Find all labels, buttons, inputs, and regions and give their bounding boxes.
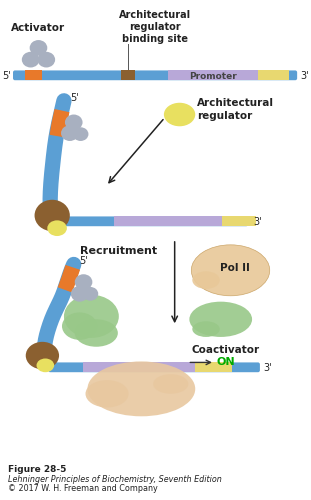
Ellipse shape [36, 358, 54, 372]
Ellipse shape [65, 114, 82, 130]
Text: 5': 5' [70, 93, 79, 103]
Text: Architectural
regulator
binding site: Architectural regulator binding site [119, 10, 191, 44]
Text: ON: ON [217, 358, 235, 368]
Bar [114, 216, 222, 226]
FancyBboxPatch shape [48, 362, 260, 372]
Ellipse shape [71, 286, 88, 302]
FancyBboxPatch shape [60, 216, 248, 226]
Bar [25, 70, 42, 80]
Bar [258, 70, 289, 80]
Ellipse shape [164, 103, 195, 126]
Ellipse shape [75, 274, 92, 290]
Ellipse shape [189, 302, 252, 337]
Ellipse shape [192, 322, 220, 337]
Bar [222, 216, 256, 226]
Ellipse shape [61, 126, 79, 141]
Text: Coactivator: Coactivator [192, 345, 260, 355]
Ellipse shape [47, 220, 67, 236]
Text: Promoter: Promoter [189, 72, 237, 81]
Text: 5': 5' [2, 72, 11, 82]
Bar [168, 70, 258, 80]
Bar [82, 362, 195, 372]
Ellipse shape [38, 52, 55, 68]
Text: Lehninger Principles of Biochemistry, Seventh Edition: Lehninger Principles of Biochemistry, Se… [8, 475, 222, 484]
Text: © 2017 W. H. Freeman and Company: © 2017 W. H. Freeman and Company [8, 484, 158, 493]
Ellipse shape [191, 245, 270, 296]
Bar [195, 362, 233, 372]
FancyBboxPatch shape [13, 70, 297, 80]
Ellipse shape [87, 362, 195, 416]
Text: Figure 28-5: Figure 28-5 [8, 466, 67, 474]
Bar [121, 70, 136, 80]
Ellipse shape [62, 312, 97, 340]
Ellipse shape [35, 200, 70, 231]
Ellipse shape [86, 380, 129, 407]
Ellipse shape [26, 342, 59, 369]
Text: Recruitment: Recruitment [80, 246, 157, 256]
Text: Pol II: Pol II [220, 264, 250, 274]
Text: Activator: Activator [12, 23, 66, 33]
Ellipse shape [82, 287, 98, 300]
Ellipse shape [22, 52, 39, 68]
Text: 5': 5' [80, 256, 88, 266]
Ellipse shape [30, 40, 47, 56]
Ellipse shape [73, 128, 88, 141]
Ellipse shape [64, 295, 119, 338]
Text: 3': 3' [263, 364, 272, 374]
Ellipse shape [75, 320, 118, 346]
Text: 3': 3' [253, 218, 262, 228]
Ellipse shape [153, 374, 188, 394]
Text: Architectural
regulator: Architectural regulator [197, 98, 274, 121]
Ellipse shape [192, 272, 220, 289]
Text: 3': 3' [300, 72, 309, 82]
